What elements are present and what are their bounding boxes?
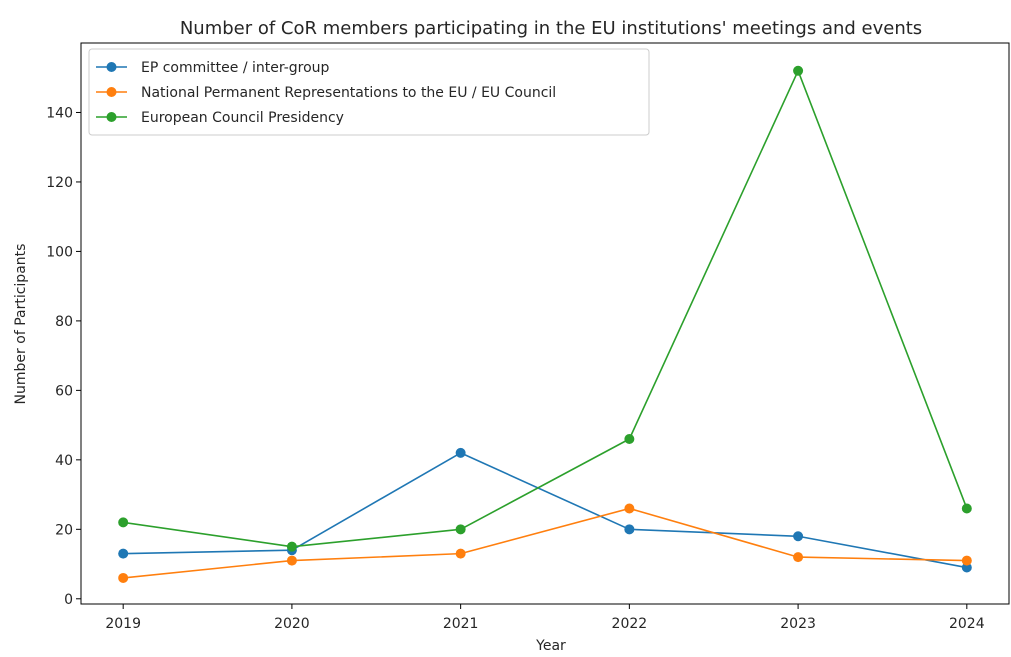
data-point — [961, 503, 972, 514]
data-point — [455, 548, 466, 559]
data-point — [624, 503, 635, 514]
series-3 — [118, 65, 972, 552]
x-tick-label: 2022 — [612, 616, 648, 632]
x-tick-label: 2020 — [274, 616, 310, 632]
chart-title: Number of CoR members participating in t… — [180, 18, 922, 39]
data-point — [286, 555, 297, 566]
data-point — [455, 524, 466, 535]
data-point — [793, 531, 804, 542]
y-axis-label: Number of Participants — [13, 244, 29, 405]
y-tick-label: 120 — [46, 175, 73, 191]
series-1 — [118, 447, 972, 573]
x-tick-label: 2024 — [949, 616, 985, 632]
legend: EP committee / inter-group National Perma… — [88, 48, 650, 136]
x-axis-label: Year — [535, 638, 566, 652]
x-tick-label: 2019 — [105, 616, 141, 632]
x-tick-label: 2021 — [443, 616, 479, 632]
data-point — [118, 572, 129, 583]
data-point — [286, 541, 297, 552]
y-tick-label: 140 — [46, 105, 73, 121]
data-point — [455, 447, 466, 458]
data-point — [624, 434, 635, 444]
legend-frame — [88, 48, 650, 136]
legend-item: European Council Presidency — [96, 110, 344, 126]
plot-frame — [80, 42, 1010, 605]
legend-swatch-marker — [106, 112, 117, 122]
y-tick-label: 0 — [64, 592, 73, 608]
data-point — [793, 65, 804, 76]
y-tick-label: 60 — [55, 383, 73, 399]
legend-item: National Permanent Representations to th… — [96, 85, 556, 101]
legend-label: EP committee / inter-group — [141, 60, 330, 76]
series-2 — [118, 503, 972, 583]
data-point — [624, 524, 635, 535]
data-point — [118, 517, 129, 528]
y-tick-label: 20 — [55, 522, 73, 538]
series-layer — [118, 65, 972, 583]
x-tick-label: 2023 — [780, 616, 816, 632]
series-line — [123, 507, 967, 579]
y-tick-label: 80 — [55, 314, 73, 330]
data-point — [961, 555, 972, 566]
legend-swatch-marker — [106, 87, 117, 97]
axes-layer: 2019 2020 2021 2022 2023 2024 0 20 40 60 80 100 120 1… — [46, 42, 1010, 632]
data-point — [961, 562, 972, 573]
legend-label: European Council Presidency — [141, 110, 344, 126]
legend-label: National Permanent Representations to th… — [141, 85, 556, 101]
data-point — [118, 548, 129, 559]
series-line — [123, 452, 967, 569]
y-tick-label: 100 — [46, 244, 73, 260]
legend-item: EP committee / inter-group — [96, 60, 330, 76]
legend-swatch-marker — [106, 62, 117, 72]
data-point — [793, 552, 804, 563]
y-tick-label: 40 — [55, 453, 73, 469]
series-line — [123, 69, 968, 548]
